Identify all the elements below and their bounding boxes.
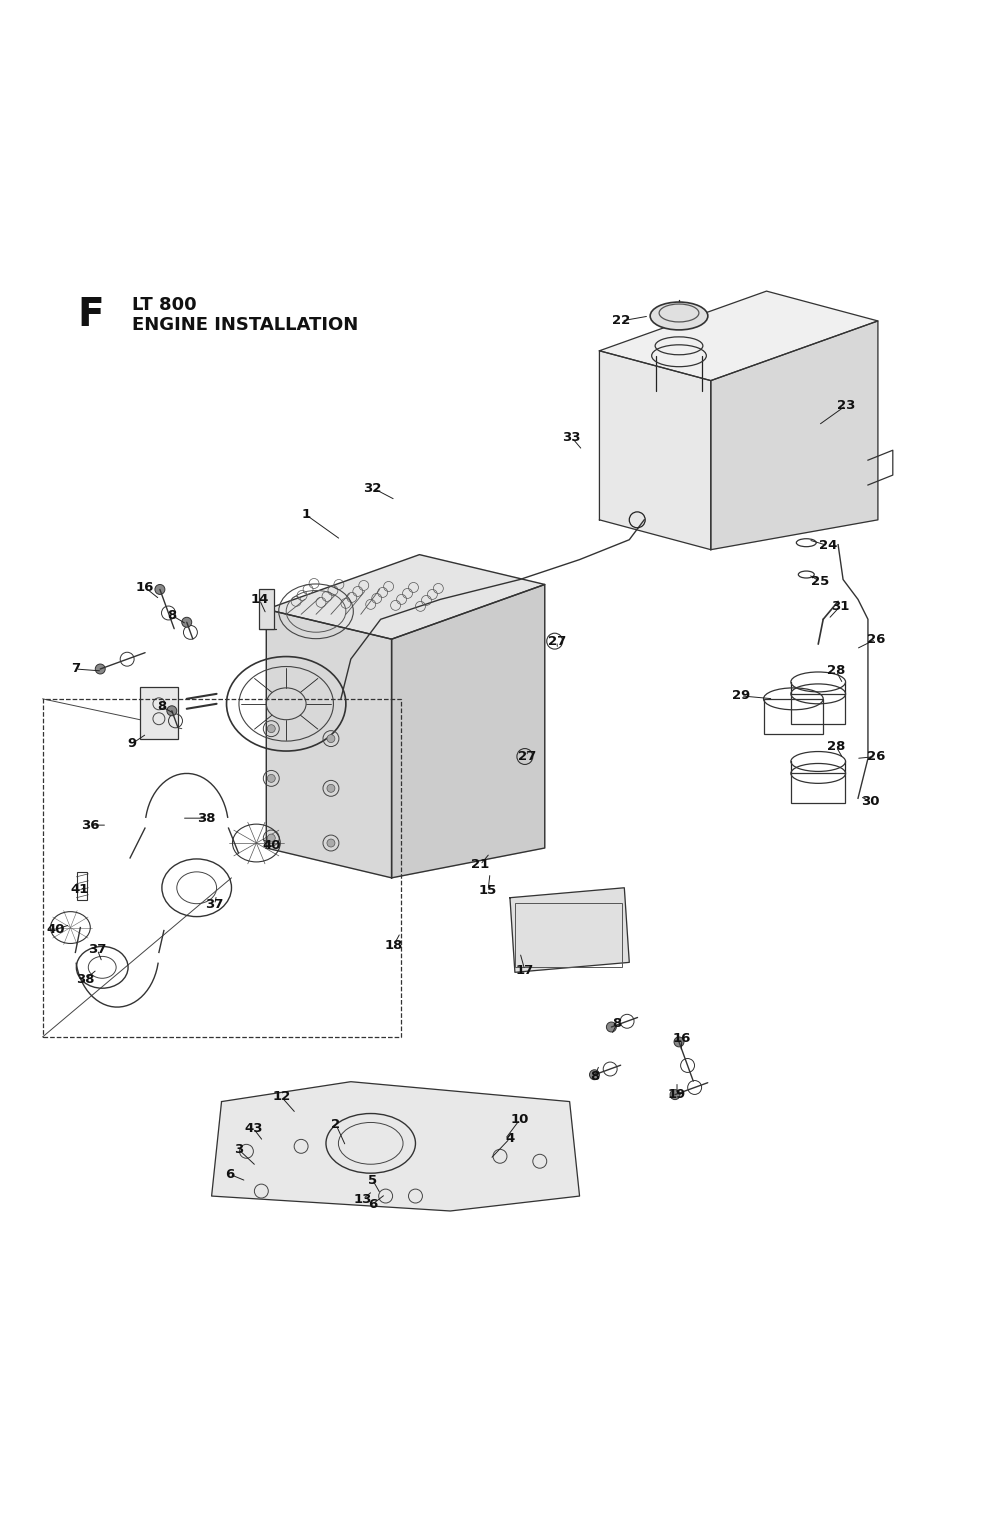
Text: 3: 3 [234,1142,243,1156]
Text: ENGINE INSTALLATION: ENGINE INSTALLATION [132,316,358,334]
Text: 28: 28 [827,664,845,678]
Text: 32: 32 [364,481,382,495]
Circle shape [670,1089,680,1100]
Circle shape [327,784,335,792]
Text: 12: 12 [272,1091,290,1103]
Circle shape [167,705,177,716]
Text: 38: 38 [197,812,216,825]
Text: 40: 40 [46,922,65,936]
Text: 40: 40 [262,839,281,851]
Text: 14: 14 [250,593,269,605]
Text: 1: 1 [302,508,311,522]
Text: 26: 26 [867,749,885,763]
Text: 27: 27 [518,749,536,763]
Text: 38: 38 [76,972,95,986]
Circle shape [267,774,275,783]
Circle shape [327,734,335,743]
Polygon shape [266,555,545,639]
Ellipse shape [650,302,708,329]
Polygon shape [510,887,629,972]
Text: LT 800: LT 800 [132,296,197,314]
Circle shape [590,1069,599,1080]
Polygon shape [599,291,878,381]
Circle shape [267,834,275,842]
Text: 6: 6 [368,1197,377,1211]
Text: 30: 30 [861,795,879,807]
Text: 41: 41 [70,883,89,897]
Text: 10: 10 [511,1113,529,1126]
Text: 7: 7 [71,663,80,675]
Text: 43: 43 [244,1123,263,1135]
Text: 17: 17 [516,963,534,977]
Text: 8: 8 [613,1016,622,1030]
Text: 29: 29 [732,689,750,702]
Text: 33: 33 [562,431,581,444]
Text: 31: 31 [831,599,849,613]
Text: 5: 5 [368,1174,377,1186]
Circle shape [95,664,105,674]
Text: 18: 18 [384,939,403,953]
Text: 13: 13 [354,1192,372,1206]
Polygon shape [599,350,711,549]
Text: 26: 26 [867,633,885,646]
Circle shape [267,725,275,733]
FancyBboxPatch shape [140,687,178,739]
Text: 8: 8 [157,701,167,713]
Text: 21: 21 [471,859,489,871]
Circle shape [327,839,335,846]
Text: F: F [77,296,104,334]
Text: 37: 37 [88,944,106,956]
Text: 19: 19 [668,1088,686,1101]
Text: 4: 4 [505,1132,515,1145]
Polygon shape [392,584,545,878]
Polygon shape [212,1082,580,1211]
Circle shape [606,1022,616,1032]
Polygon shape [711,322,878,549]
Text: 8: 8 [167,608,176,622]
Text: 2: 2 [331,1118,340,1132]
Text: 25: 25 [811,575,829,589]
Bar [43,699,401,1038]
Text: 6: 6 [225,1168,234,1180]
Text: 28: 28 [827,740,845,752]
Text: 16: 16 [673,1033,691,1045]
Circle shape [674,1038,684,1047]
Text: 16: 16 [136,581,154,595]
Circle shape [155,584,165,595]
Text: 22: 22 [612,314,630,328]
Text: 37: 37 [205,898,224,912]
Text: 9: 9 [127,737,137,749]
Polygon shape [266,610,392,878]
Text: 23: 23 [837,399,855,413]
Text: 27: 27 [548,634,566,648]
Circle shape [182,617,192,627]
FancyBboxPatch shape [259,590,274,630]
Text: 36: 36 [81,819,100,831]
Text: 15: 15 [479,884,497,897]
Text: 24: 24 [819,539,837,552]
Text: 8: 8 [590,1069,599,1083]
